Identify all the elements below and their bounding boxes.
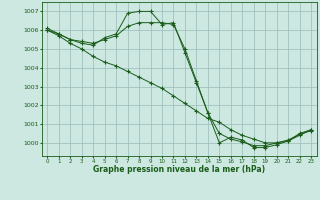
- X-axis label: Graphe pression niveau de la mer (hPa): Graphe pression niveau de la mer (hPa): [93, 165, 265, 174]
